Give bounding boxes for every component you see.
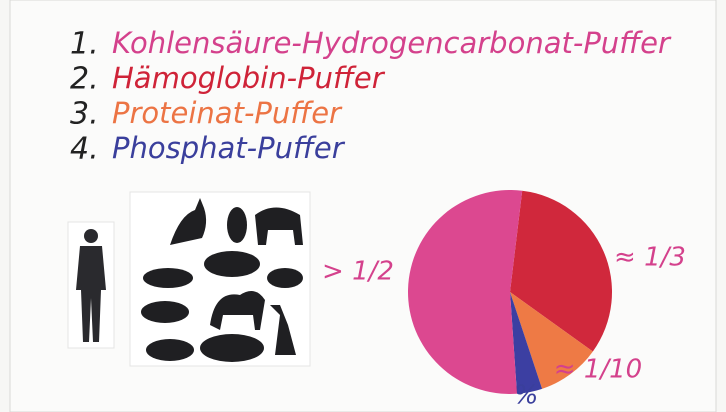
slice-label: > 1/2	[322, 257, 394, 287]
list-text: Hämoglobin-Puffer	[112, 61, 386, 95]
list-number: 2.	[70, 62, 99, 97]
list-text: Proteinat-Puffer	[112, 96, 343, 130]
slice-label: ≈ 1/3	[614, 243, 686, 273]
list-text: Phosphat-Puffer	[112, 131, 346, 165]
list-number: 1.	[70, 27, 99, 62]
page: 1. Kohlensäure-Hydrogencarbonat-Puffer 2. H…	[0, 0, 726, 412]
person-card	[68, 222, 114, 348]
animals-card	[130, 192, 310, 366]
slice-label: ≈ 1/10	[554, 355, 642, 385]
list-number: 4.	[70, 132, 99, 167]
list-text: Kohlensäure-Hydrogencarbonat-Puffer	[112, 26, 672, 60]
slice-label: %	[514, 381, 539, 411]
list-number: 3.	[70, 97, 99, 132]
board: 1. Kohlensäure-Hydrogencarbonat-Puffer 2. H…	[0, 0, 726, 412]
